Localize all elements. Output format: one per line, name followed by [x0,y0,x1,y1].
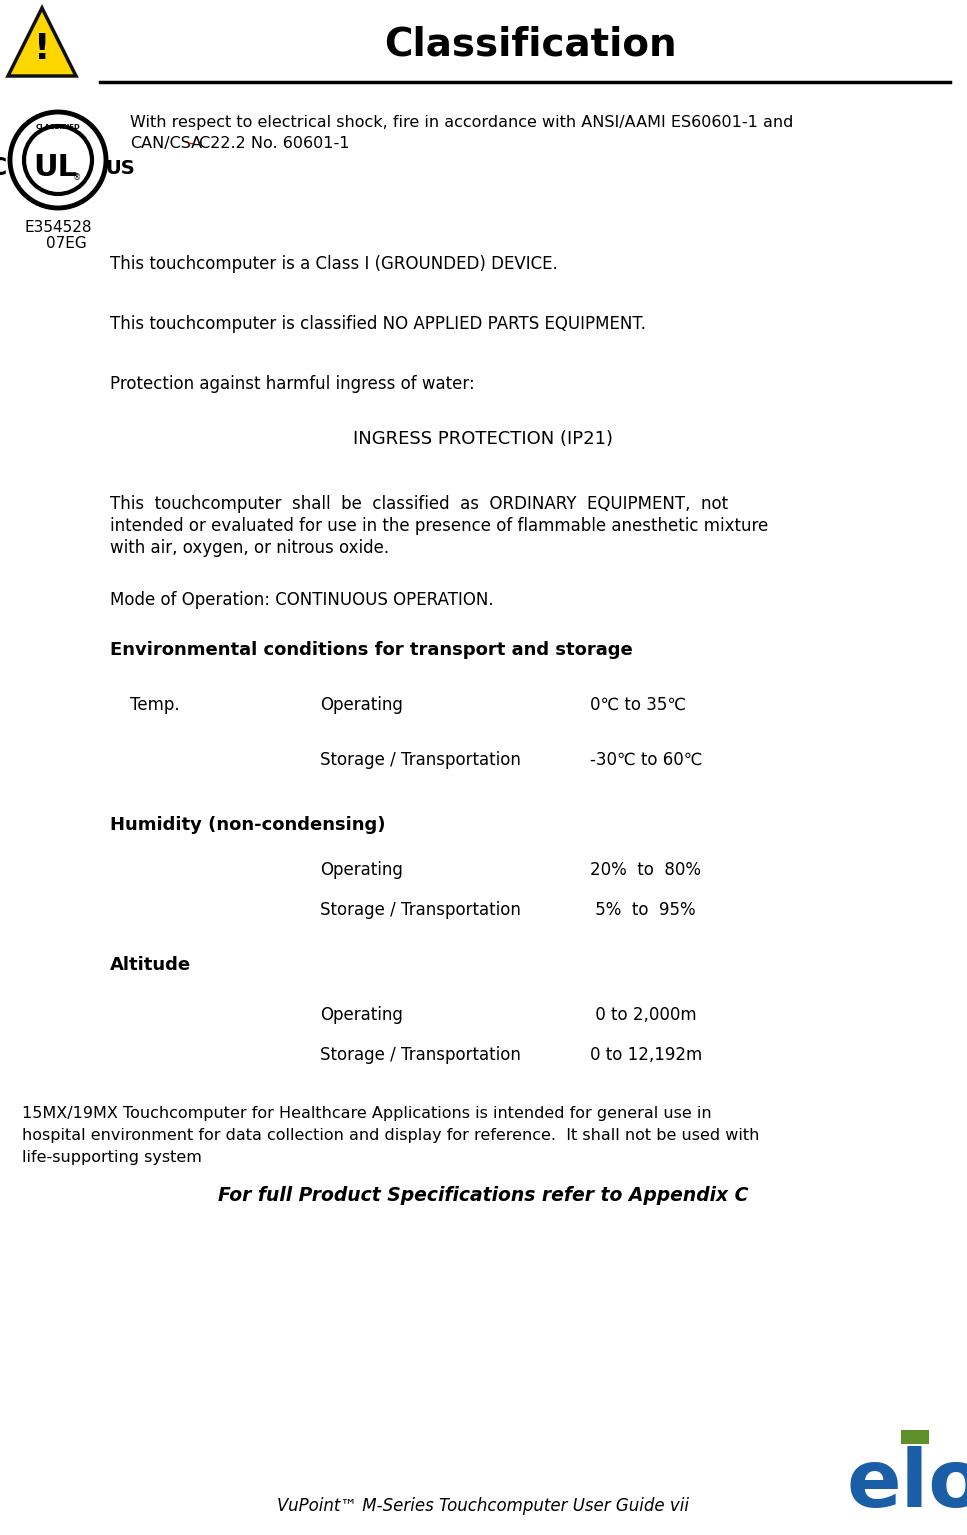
Text: CLASSIFIED: CLASSIFIED [36,124,80,130]
Text: Altitude: Altitude [110,956,191,975]
Text: Storage / Transportation: Storage / Transportation [320,1045,521,1064]
Text: -30℃ to 60℃: -30℃ to 60℃ [590,751,702,769]
Text: with air, oxygen, or nitrous oxide.: with air, oxygen, or nitrous oxide. [110,539,389,557]
Text: 07EG: 07EG [45,236,86,252]
Text: With respect to electrical shock, fire in accordance with ANSI/AAMI ES60601-1 an: With respect to electrical shock, fire i… [130,115,793,130]
Text: Humidity (non-condensing): Humidity (non-condensing) [110,817,386,834]
Text: CAN/CSA: CAN/CSA [130,137,202,150]
Text: Mode of Operation: CONTINUOUS OPERATION.: Mode of Operation: CONTINUOUS OPERATION. [110,591,493,609]
Text: 0℃ to 35℃: 0℃ to 35℃ [590,695,686,714]
FancyBboxPatch shape [901,1431,929,1444]
Text: 20%  to  80%: 20% to 80% [590,861,701,880]
Text: hospital environment for data collection and display for reference.  It shall no: hospital environment for data collection… [22,1128,759,1144]
Text: Classification: Classification [384,26,676,64]
Text: VuPoint™ M-Series Touchcomputer User Guide vii: VuPoint™ M-Series Touchcomputer User Gui… [277,1497,689,1515]
Text: Storage / Transportation: Storage / Transportation [320,901,521,919]
Polygon shape [8,8,76,77]
Text: This touchcomputer is a Class I (GROUNDED) DEVICE.: This touchcomputer is a Class I (GROUNDE… [110,255,558,273]
Text: Operating: Operating [320,1005,403,1024]
Text: This touchcomputer is classified NO APPLIED PARTS EQUIPMENT.: This touchcomputer is classified NO APPL… [110,315,646,333]
Text: -: - [187,137,192,150]
Text: ®: ® [73,173,81,183]
Text: elo: elo [846,1446,967,1524]
Text: UL: UL [33,152,77,181]
Text: !: ! [34,32,50,66]
Text: C22.2 No. 60601-1: C22.2 No. 60601-1 [194,137,349,150]
Text: Operating: Operating [320,861,403,880]
Text: Environmental conditions for transport and storage: Environmental conditions for transport a… [110,642,632,659]
Text: 15MX/19MX Touchcomputer for Healthcare Applications is intended for general use : 15MX/19MX Touchcomputer for Healthcare A… [22,1107,712,1121]
Text: This  touchcomputer  shall  be  classified  as  ORDINARY  EQUIPMENT,  not: This touchcomputer shall be classified a… [110,494,728,513]
Text: For full Product Specifications refer to Appendix C: For full Product Specifications refer to… [218,1187,748,1205]
Text: US: US [105,158,134,178]
Text: Storage / Transportation: Storage / Transportation [320,751,521,769]
Text: Temp.: Temp. [130,695,180,714]
Text: 5%  to  95%: 5% to 95% [590,901,695,919]
Text: intended or evaluated for use in the presence of flammable anesthetic mixture: intended or evaluated for use in the pre… [110,517,768,536]
Text: Operating: Operating [320,695,403,714]
Text: C: C [0,157,7,180]
Text: Protection against harmful ingress of water:: Protection against harmful ingress of wa… [110,375,475,393]
Text: INGRESS PROTECTION (IP21): INGRESS PROTECTION (IP21) [353,430,613,448]
Text: 0 to 2,000m: 0 to 2,000m [590,1005,696,1024]
Text: life-supporting system: life-supporting system [22,1150,202,1165]
Text: E354528: E354528 [24,220,92,235]
Text: 0 to 12,192m: 0 to 12,192m [590,1045,702,1064]
